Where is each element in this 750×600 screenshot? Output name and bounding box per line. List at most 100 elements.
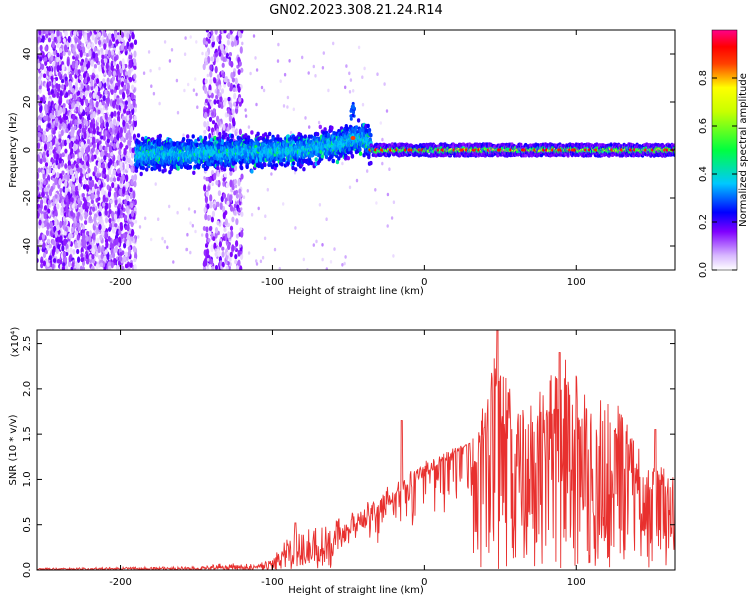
spectrogram-cell [118,34,122,43]
spectrogram-cell [64,148,68,154]
spectrogram-cell [113,213,118,221]
spectrogram-cell [119,255,123,262]
spectrogram-cell [230,60,234,68]
spectrogram-cell [118,172,122,178]
spectrogram-cell [361,102,365,107]
spectrogram-cell [74,37,78,44]
spectrogram-cell [56,42,60,49]
spectrogram-cell [42,252,47,259]
spectrogram-cell [58,134,62,139]
spectrogram-cell [44,46,48,51]
spectrogram-cell [204,78,208,84]
spectrogram-cell [124,63,128,69]
spectrogram-cell [77,211,81,217]
spectrogram-cell [71,184,76,191]
spectrogram-cell [92,92,96,99]
spectrogram-cell [239,46,243,54]
spectrogram-cell [41,63,45,70]
spectrogram-cell [349,78,353,82]
spectrogram-cell [118,203,122,209]
spectrogram-cell [266,187,269,192]
spectrogram-cell [121,265,125,270]
spectrogram-cell [37,180,40,186]
spectrogram-cell [344,255,347,259]
spectrogram-cell [90,79,94,87]
spectrogram-cell [116,110,121,117]
spectrogram-cell [80,42,85,48]
spectrogram-cell [51,239,56,246]
spectrogram-cell [205,41,208,45]
spectrogram-cell [183,52,187,56]
spectrogram-cell [235,240,239,247]
spectrogram-cell [38,30,42,36]
spectrogram-cell [57,71,62,77]
spectrogram-cell [91,265,95,270]
spectrogram-cell [65,128,69,133]
spectrogram-cell [332,41,335,46]
spectrogram-cell [222,167,227,172]
spectrogram-cell [70,197,74,203]
spectrogram-cell [123,149,127,156]
spectrogram-cell [39,243,43,251]
spectrogram-cell [86,138,91,145]
spectrogram-cell [304,116,307,120]
spectrogram-cell [255,68,259,72]
spectrogram-cell [112,169,116,176]
spectrogram-cell [210,56,214,62]
spectrogram-cell [233,40,238,47]
spectrogram-cell [48,71,53,77]
spectrogram-cell [37,126,41,131]
spectrogram-cell [130,103,134,110]
spectrogram-cell [62,106,66,115]
spectrogram-cell [47,100,51,107]
spectrogram-cell [108,217,112,224]
spectrogram-cell [226,251,229,256]
spectrogram-cell [54,218,58,227]
spectrogram-cell [112,118,117,126]
spectrogram-cell [67,165,72,170]
spectrogram-cell [97,109,101,115]
spectrogram-cell [109,254,113,260]
spectrogram-cell [66,99,70,104]
spectrogram-cell [131,84,135,91]
spectrogram-cell [97,161,101,169]
spectrogram-cell [383,82,386,86]
spectrogram-cell [114,128,118,134]
spectrogram-cell [207,185,211,191]
spectrogram-cell [222,180,226,187]
spectrogram-cell [81,160,85,165]
spectrogram-cell [204,98,209,104]
spectrogram-cell [40,112,44,118]
spectrogram-cell [220,88,225,94]
spectrogram-cell [41,233,46,240]
spectrogram-cell [80,83,84,90]
spectrogram-cell [68,232,72,240]
spectrogram-cell [219,43,223,51]
spectrogram-cell [89,98,93,106]
spectrogram-cell [103,39,107,44]
spectrogram-cell [229,170,233,176]
spectrogram-cell [129,113,133,121]
spectrogram-cell [48,150,52,156]
spectrogram-cell [64,180,68,188]
spectrogram-cell [91,42,95,49]
spectrogram-cell [104,217,109,224]
spectrogram-cell [50,33,55,41]
spectrogram-cell [71,204,75,209]
spectrogram-cell [123,84,127,91]
spectrogram-cell [240,67,244,73]
spectrogram-cell [113,162,117,168]
spectrogram-cell [105,121,109,128]
spectrogram-cell [235,192,239,200]
spectrogram-cell [130,221,134,228]
spectrogram-cell [240,252,244,261]
spectrogram-cell [345,64,348,68]
spectrogram-cell [132,99,136,108]
chart-title: GN02.2023.308.21.24.R14 [269,3,443,18]
spectrogram-cell [95,74,99,80]
spectrogram-cell [37,94,40,101]
spectrogram-cell [227,58,230,63]
spectrogram-cell [97,91,101,97]
spectrogram-cell [75,139,79,145]
spectrogram-cell [184,36,187,40]
